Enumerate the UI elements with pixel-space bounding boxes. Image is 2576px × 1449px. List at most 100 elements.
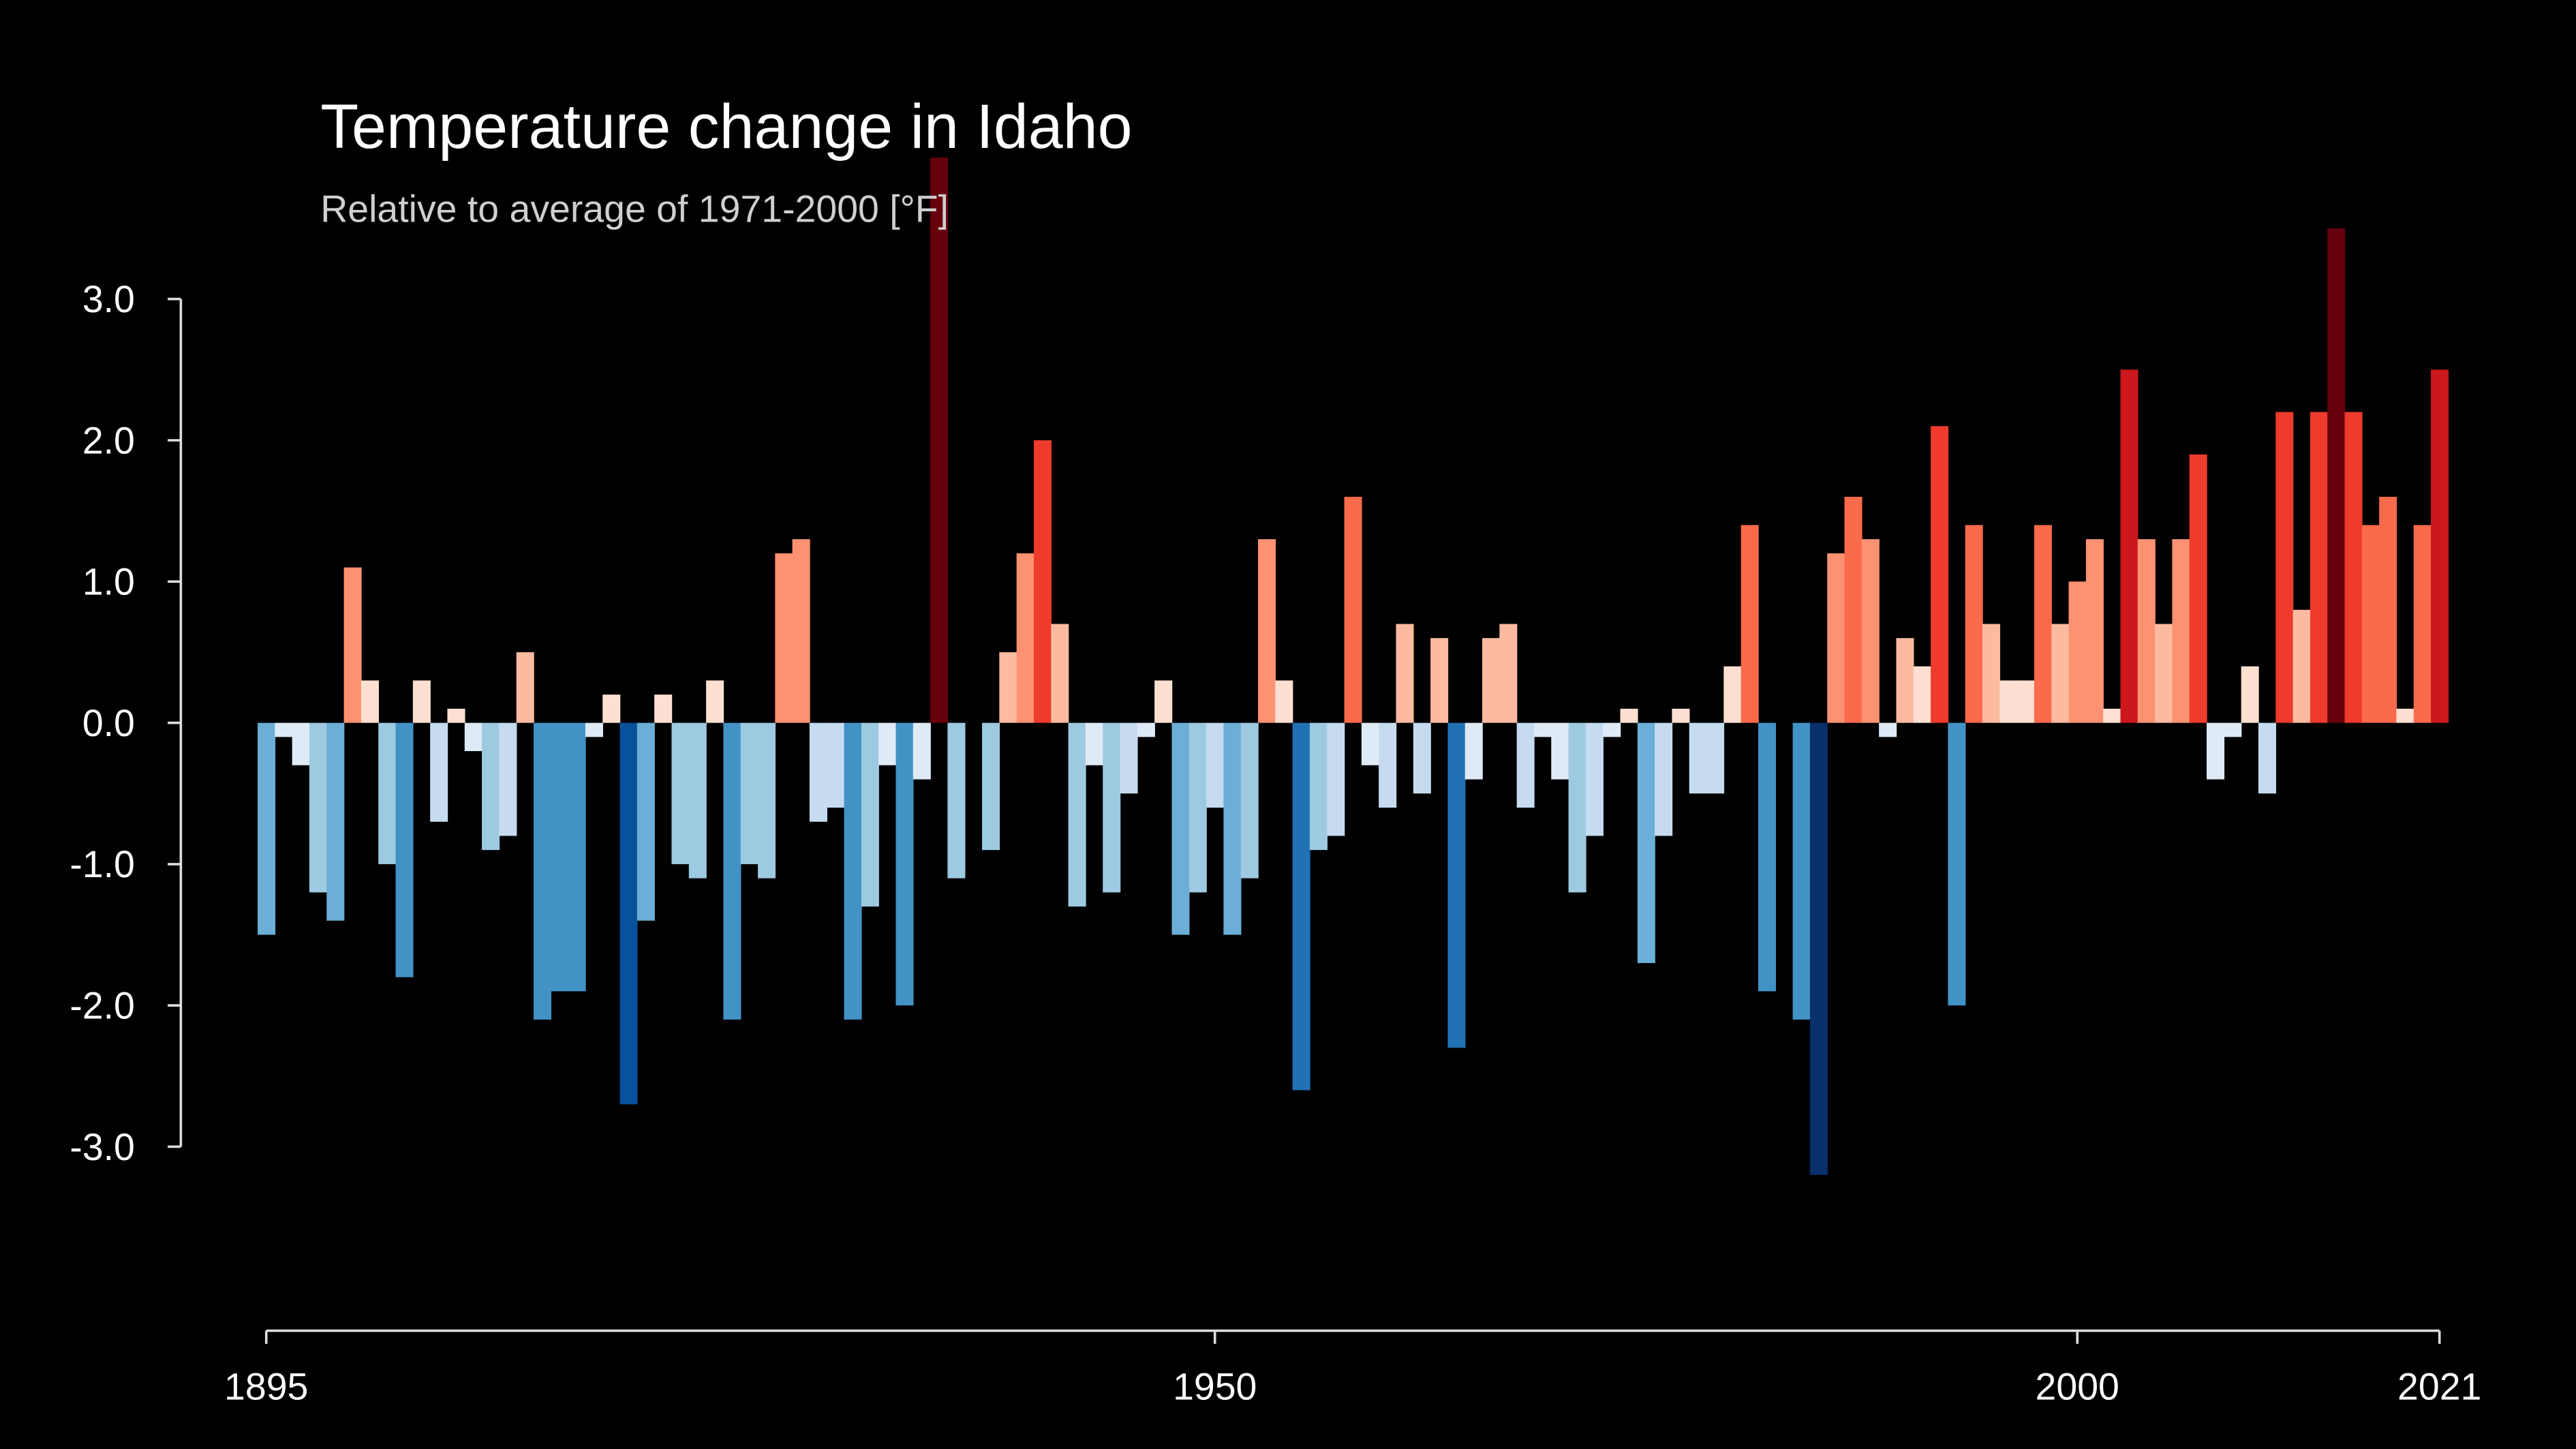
bar	[395, 722, 414, 977]
bar	[378, 722, 397, 864]
bar	[2085, 539, 2104, 723]
bar	[878, 722, 897, 765]
bar	[1016, 553, 1034, 723]
bar	[1879, 722, 1897, 737]
bar	[1447, 722, 1466, 1048]
bar	[2413, 525, 2432, 723]
bar	[534, 722, 552, 1020]
bar	[1379, 722, 1397, 808]
bar	[2310, 412, 2328, 723]
bar	[2120, 369, 2138, 723]
bar	[1206, 722, 1225, 808]
bar	[723, 722, 741, 1020]
bar	[1103, 722, 1121, 893]
bar	[258, 722, 276, 935]
bar	[2051, 624, 2070, 723]
bar	[2344, 412, 2363, 723]
bar	[706, 680, 724, 723]
bar	[1516, 722, 1535, 808]
bar	[844, 722, 862, 1020]
bar	[2327, 228, 2346, 723]
bar	[2017, 680, 2035, 723]
bar	[1482, 638, 1501, 723]
bar	[2224, 722, 2242, 737]
bar	[1689, 722, 1707, 794]
bar	[2275, 412, 2294, 723]
bar	[913, 722, 931, 780]
bar	[2361, 525, 2380, 723]
bar	[1120, 722, 1138, 794]
bar	[1999, 680, 2018, 723]
bar	[412, 680, 431, 723]
y-tick-label: 1.0	[82, 561, 135, 603]
bar	[861, 722, 879, 907]
bar	[1913, 666, 1931, 723]
bar	[1758, 722, 1777, 992]
bar	[602, 695, 621, 723]
y-tick-label: -2.0	[70, 984, 134, 1026]
bar	[568, 722, 586, 992]
bar	[1309, 722, 1328, 851]
bar	[619, 722, 638, 1105]
bar	[447, 708, 465, 723]
bar	[1344, 496, 1362, 723]
bar	[1430, 638, 1449, 723]
bar	[792, 539, 810, 723]
bar	[1965, 525, 1983, 723]
chart-title: Temperature change in Idaho	[320, 92, 1132, 162]
bar	[326, 722, 345, 921]
bar	[809, 722, 827, 822]
bar	[947, 722, 966, 879]
bar	[2258, 722, 2276, 794]
bar	[1327, 722, 1345, 836]
bar	[1275, 680, 1293, 723]
bar	[1154, 680, 1173, 723]
bar	[1844, 496, 1862, 723]
bar	[827, 722, 845, 808]
y-tick-label: -1.0	[70, 843, 134, 885]
bar	[343, 567, 362, 723]
bar	[1499, 624, 1518, 723]
bar	[551, 722, 569, 992]
bar	[1068, 722, 1086, 907]
bar	[1033, 440, 1052, 723]
bar	[1723, 666, 1742, 723]
bar	[1603, 722, 1621, 737]
bar	[654, 695, 673, 723]
bar	[464, 722, 482, 752]
x-tick-label: 1895	[224, 1366, 308, 1408]
bar	[2379, 496, 2397, 723]
bar	[1792, 722, 1811, 1020]
bar	[1706, 722, 1725, 794]
bar	[688, 722, 707, 879]
y-tick-label: 2.0	[82, 419, 135, 461]
bar	[2137, 539, 2156, 723]
bar	[1551, 722, 1569, 780]
bar	[1413, 722, 1431, 794]
bar	[2034, 525, 2052, 723]
y-tick-label: 0.0	[82, 702, 135, 744]
bar	[275, 722, 293, 737]
bar	[1189, 722, 1207, 893]
bar	[1568, 722, 1586, 893]
bar	[1051, 624, 1069, 723]
bar	[1861, 539, 1880, 723]
bar	[516, 652, 534, 723]
bar	[2172, 539, 2190, 723]
bar	[1292, 722, 1310, 1090]
bar	[292, 722, 310, 765]
bar	[1637, 722, 1655, 963]
y-tick-label: -3.0	[70, 1126, 134, 1168]
y-tick-label: 3.0	[82, 278, 135, 320]
bar	[1137, 722, 1155, 737]
bar	[361, 680, 379, 723]
x-tick-label: 2021	[2397, 1366, 2481, 1408]
bar	[2103, 708, 2121, 723]
bar	[999, 652, 1017, 723]
bar	[1931, 426, 1949, 723]
bar	[2189, 454, 2207, 723]
bar	[1896, 638, 1914, 723]
